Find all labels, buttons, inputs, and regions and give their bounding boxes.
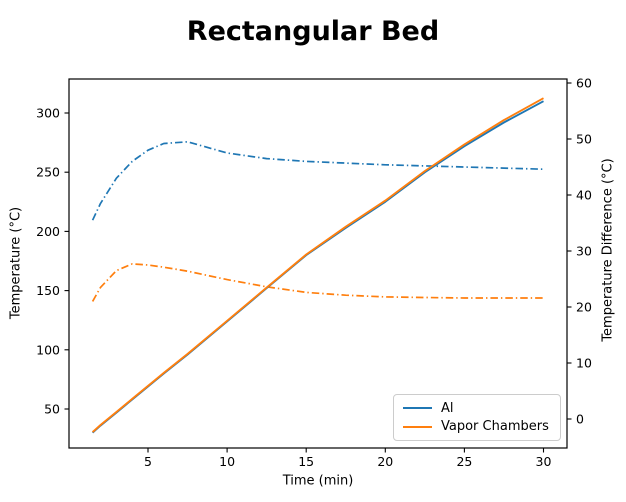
legend-label: Al: [441, 400, 454, 416]
left-y-tick-label: 300: [36, 106, 60, 121]
x-tick-label: 10: [219, 454, 235, 469]
legend-line-sample: [403, 407, 432, 410]
vapor-chambers-temperature-line: [91, 97, 544, 433]
al-temperature-line: [91, 100, 544, 434]
right-y-tick-label: 60: [576, 76, 592, 91]
legend-entry: Al: [403, 401, 551, 416]
x-axis-label: Time (min): [282, 473, 354, 489]
x-tick-label: 5: [144, 454, 152, 469]
right-y-axis-label: Temperature Difference (°C): [600, 158, 616, 342]
al-temperature-difference-line: [91, 140, 544, 221]
right-y-tick-label: 40: [576, 188, 592, 203]
right-y-tick-label: 10: [576, 356, 592, 371]
legend-line-sample: [403, 425, 432, 428]
left-y-tick-label: 150: [36, 283, 60, 298]
left-y-tick-label: 100: [36, 342, 60, 357]
axes-frame: [68, 78, 568, 449]
x-tick-label: 25: [456, 454, 472, 469]
x-tick-label: 30: [536, 454, 552, 469]
x-tick-label: 20: [377, 454, 393, 469]
legend: Al Vapor Chambers: [393, 394, 561, 441]
x-tick-label: 15: [298, 454, 314, 469]
left-y-tick-label: 250: [36, 165, 60, 180]
legend-label: Vapor Chambers: [441, 419, 549, 435]
left-y-axis-label: Temperature (°C): [8, 206, 24, 320]
left-y-tick-label: 50: [44, 402, 60, 417]
right-y-tick-label: 30: [576, 244, 592, 259]
left-y-tick-label: 200: [36, 224, 60, 239]
vapor-chambers-temperature-difference-line: [91, 263, 544, 302]
chart-title: Rectangular Bed: [186, 16, 440, 47]
right-y-tick-label: 50: [576, 132, 592, 147]
right-y-tick-label: 0: [576, 412, 584, 427]
right-y-tick-label: 20: [576, 300, 592, 315]
legend-entry: Vapor Chambers: [403, 419, 551, 434]
